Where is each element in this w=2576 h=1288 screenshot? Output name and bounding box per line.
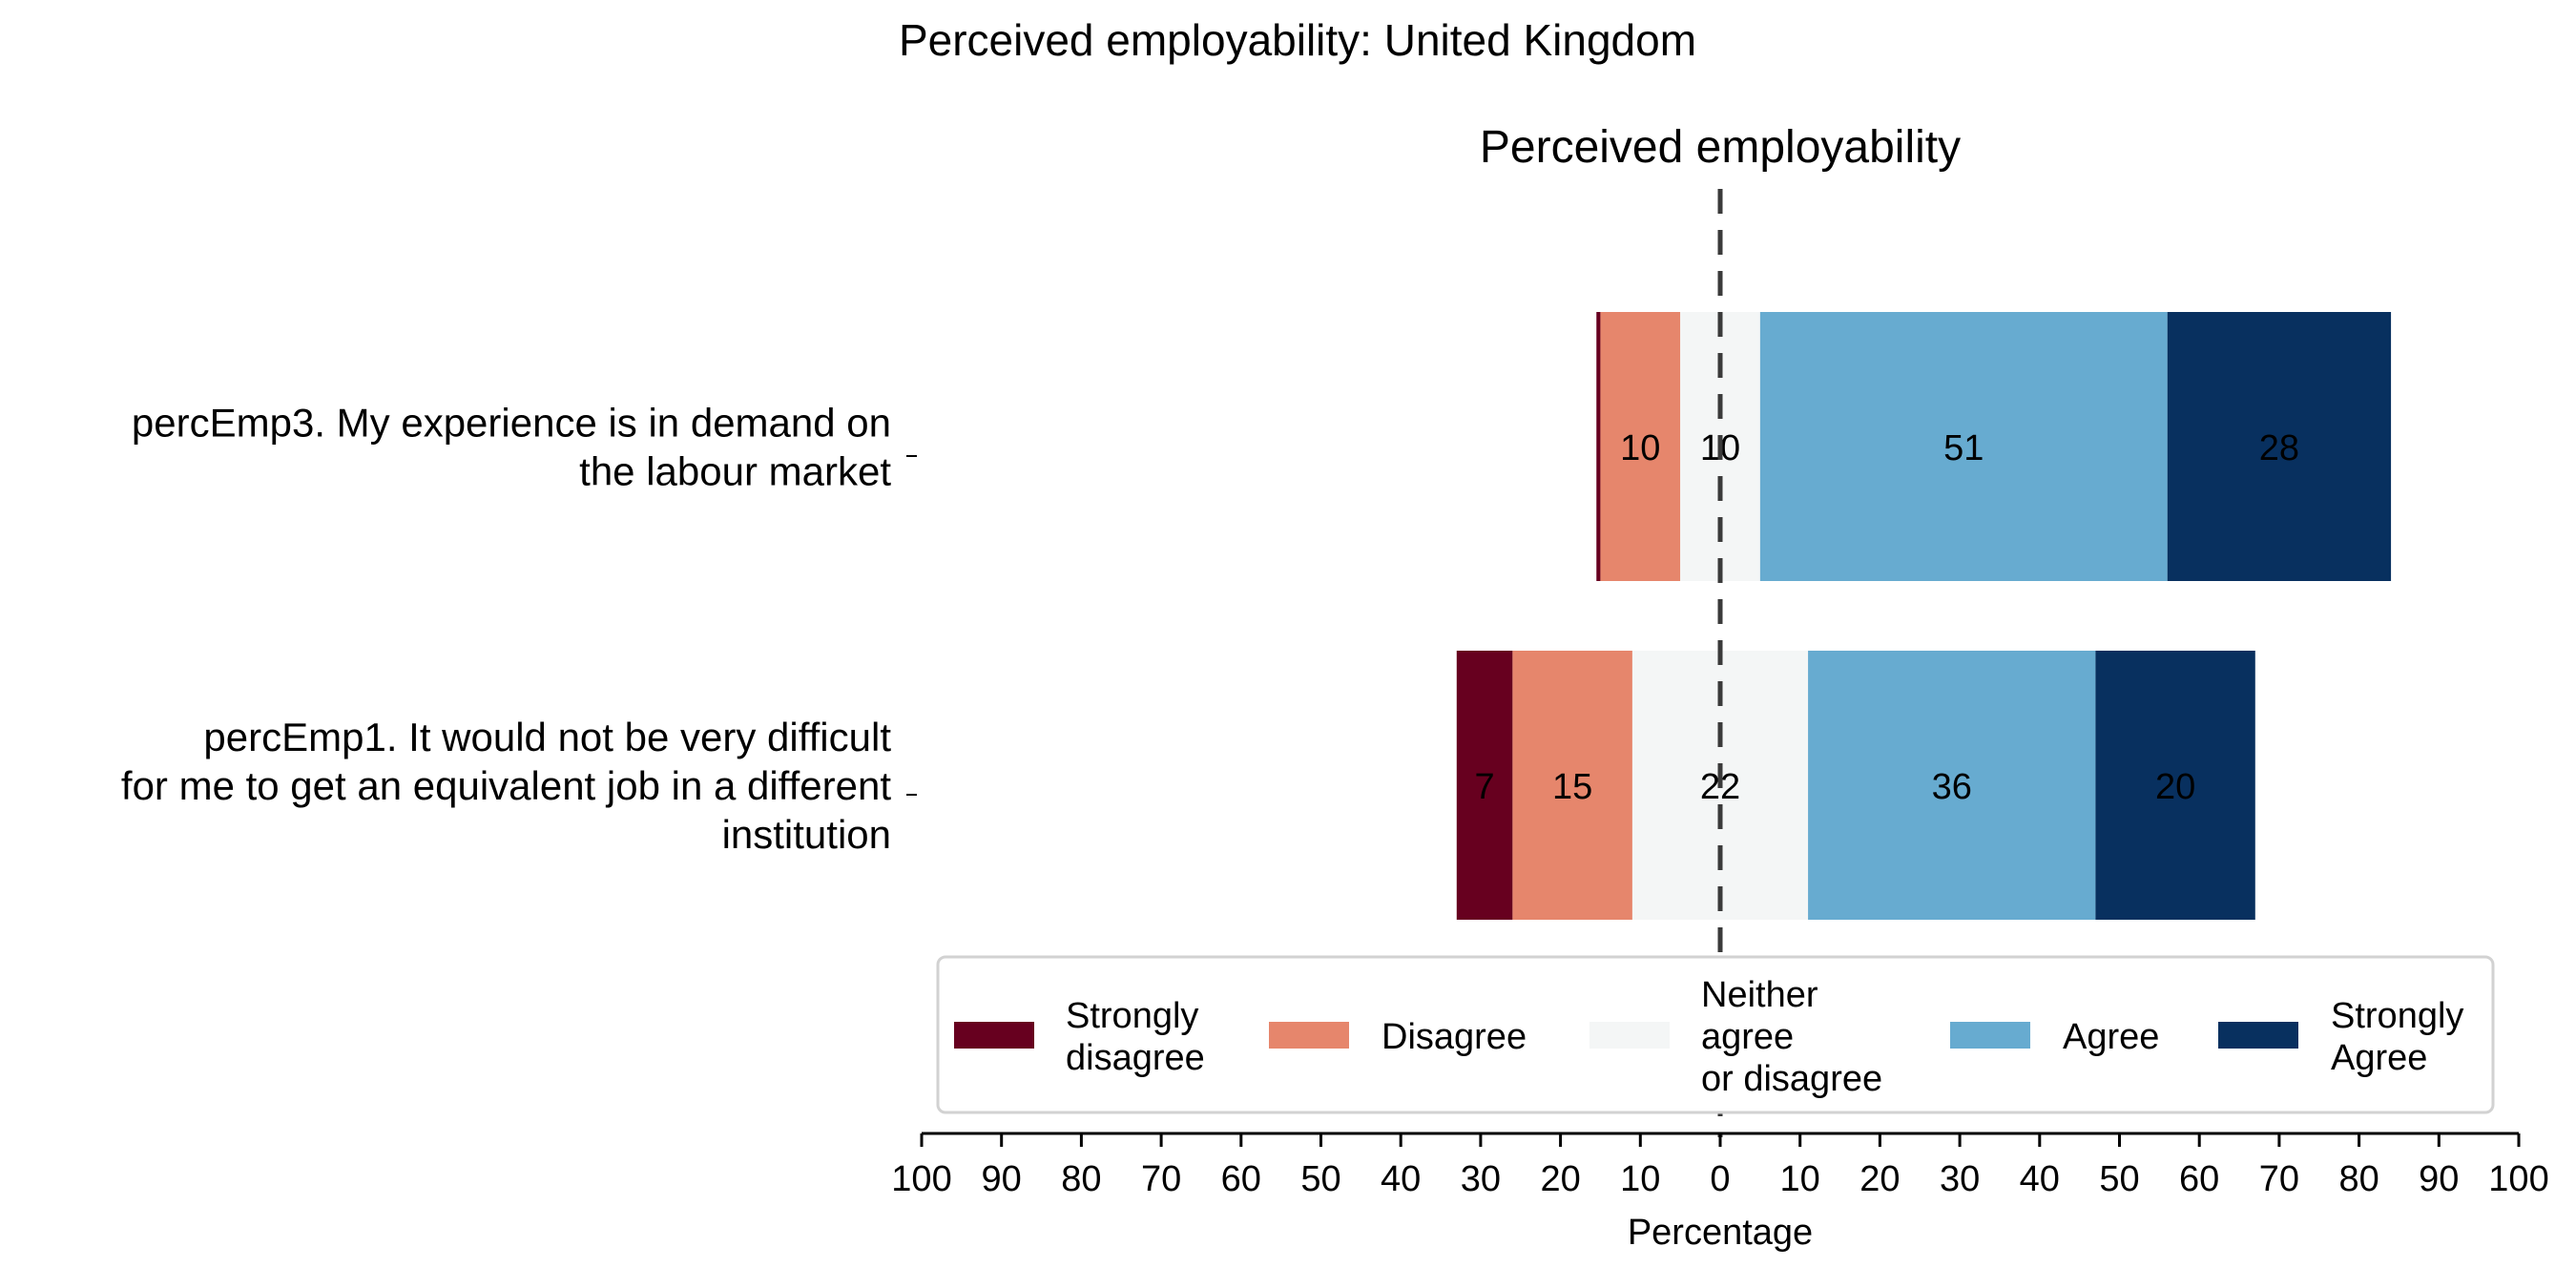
x-tick-label: 30	[1940, 1159, 1980, 1199]
bar-value-label: 20	[2155, 767, 2195, 807]
x-tick-label: 30	[1461, 1159, 1501, 1199]
legend-swatch	[1589, 1022, 1670, 1049]
chart-title: Perceived employability: United Kingdom	[899, 15, 1696, 65]
x-axis-label: Percentage	[1628, 1213, 1813, 1253]
x-tick-label: 10	[1620, 1159, 1660, 1199]
chart-subtitle: Perceived employability	[1480, 122, 1961, 173]
bar-value-label: 10	[1620, 428, 1660, 468]
bar-segment	[1808, 651, 2096, 920]
bar-value-label: 28	[2259, 428, 2299, 468]
legend-swatch	[1269, 1022, 1349, 1049]
legend-label: Strongly	[1066, 996, 1198, 1036]
bar-value-label: 15	[1552, 767, 1592, 807]
legend-swatch	[2218, 1022, 2298, 1049]
x-tick-label: 20	[1859, 1159, 1900, 1199]
bar-value-label: 7	[1475, 767, 1495, 807]
category-label: institution	[722, 812, 891, 857]
category-label: for me to get an equivalent job in a dif…	[121, 763, 891, 808]
bar-segment	[1759, 312, 2168, 581]
x-tick-label: 90	[982, 1159, 1022, 1199]
x-tick-label: 20	[1540, 1159, 1580, 1199]
category-label: the labour market	[579, 449, 891, 494]
bar-segment	[2167, 312, 2392, 581]
category-label: percEmp3. My experience is in demand on	[132, 401, 891, 446]
x-tick-label: 80	[1061, 1159, 1101, 1199]
x-tick-label: 40	[1381, 1159, 1421, 1199]
legend-label: Neither	[1701, 975, 1818, 1015]
legend-label: agree	[1701, 1017, 1794, 1057]
legend-label: or disagree	[1701, 1059, 1882, 1099]
x-tick-label: 10	[1780, 1159, 1820, 1199]
legend-label: Agree	[2331, 1038, 2427, 1078]
bar-segment	[1456, 651, 1513, 920]
x-tick-label: 60	[1221, 1159, 1261, 1199]
x-tick-label: 70	[1141, 1159, 1181, 1199]
bar-segment	[1512, 651, 1632, 920]
legend-label: Disagree	[1381, 1017, 1527, 1057]
x-tick-label: 50	[1300, 1159, 1340, 1199]
legend-swatch	[954, 1022, 1034, 1049]
x-tick-label: 40	[2020, 1159, 2060, 1199]
y-axis-labels: percEmp3. My experience is in demand ont…	[121, 401, 917, 857]
x-tick-label: 100	[2488, 1159, 2548, 1199]
legend-swatch	[1950, 1022, 2030, 1049]
x-tick-label: 80	[2338, 1159, 2379, 1199]
x-tick-label: 100	[891, 1159, 951, 1199]
x-axis: 100 90 80 70 60 50 40 30 20 10 0 10 20 30 40 50 60 70 80 90…	[891, 1132, 2549, 1199]
legend-frame	[936, 955, 2495, 1114]
bar-segment	[2095, 651, 2255, 920]
x-tick-label: 0	[1710, 1159, 1730, 1199]
bar-segment	[1600, 312, 1681, 581]
x-tick-label: 70	[2259, 1159, 2299, 1199]
bar-value-label: 51	[1943, 428, 1984, 468]
category-label: percEmp1. It would not be very difficult	[203, 715, 891, 759]
legend-label: disagree	[1066, 1038, 1205, 1078]
bar-segment	[1596, 312, 1601, 581]
legend-label: Agree	[2063, 1017, 2159, 1057]
bar-value-label: 36	[1932, 767, 1972, 807]
x-tick-label: 50	[2099, 1159, 2139, 1199]
legend-label: Strongly	[2331, 996, 2463, 1036]
bars: 10 10 51 287 15 22 36 20	[1456, 312, 2392, 920]
x-tick-label: 90	[2419, 1159, 2459, 1199]
x-tick-label: 60	[2179, 1159, 2219, 1199]
